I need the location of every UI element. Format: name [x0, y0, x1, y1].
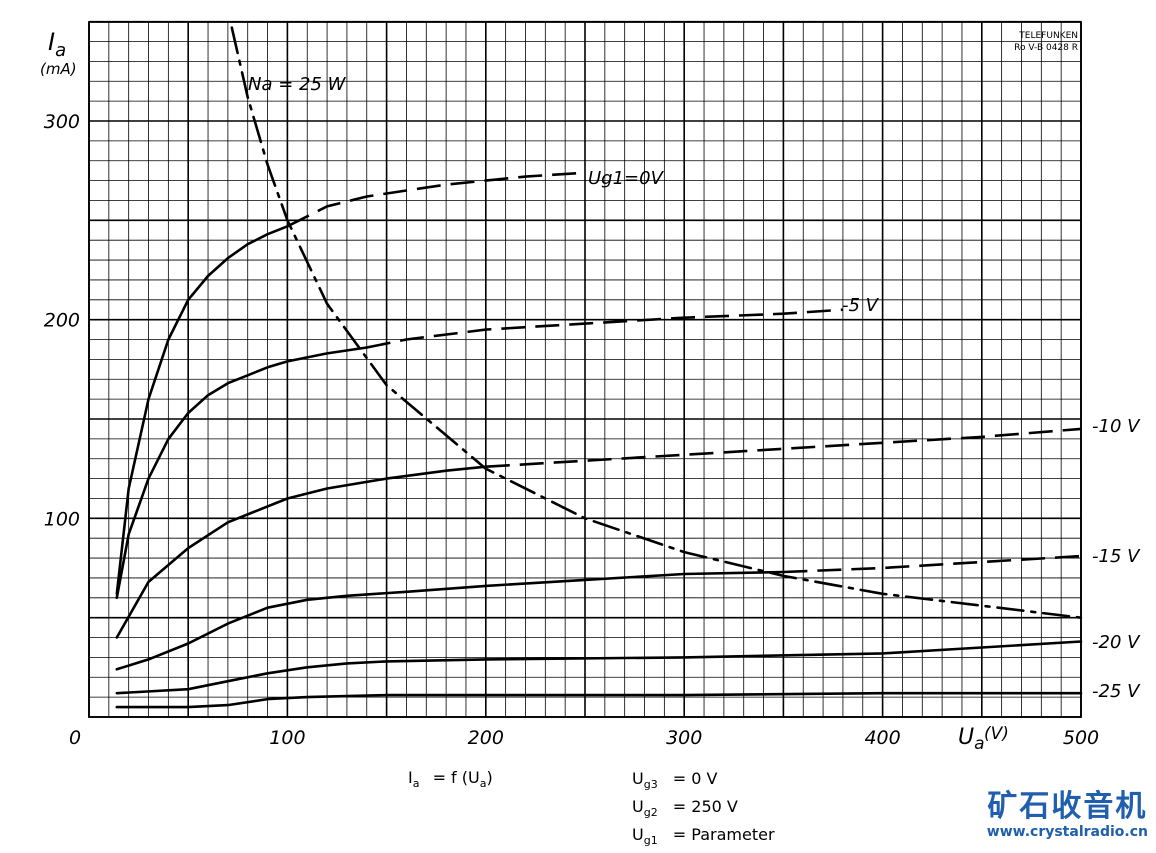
x-tick-label: 100: [269, 727, 305, 749]
tick-labels: 0 100 200 300 400 500 100 200 300: [44, 111, 1099, 749]
characteristic-chart: 0 100 200 300 400 500 100 200 300 Ug1=0V -5 V -10 …: [40, 20, 1141, 754]
curve-series-0: [115, 225, 289, 596]
series-label-4: -20 V: [1092, 632, 1141, 653]
formula: Ia = f (Ua): [408, 768, 493, 791]
x-tick-label: 400: [864, 727, 900, 749]
brand-logo: 矿石收音机 www.crystalradio.cn: [986, 789, 1148, 841]
x-tick-label: 500: [1063, 727, 1099, 749]
series-labels: Ug1=0V -5 V -10 V -15 V -20 V -25 V Na = 25 W: [248, 74, 1141, 702]
curve-series-5: [115, 691, 1083, 709]
y-tick-label: 200: [44, 310, 80, 332]
x-axis-unit: (V): [984, 724, 1009, 744]
param-g1: Ug1 = Parameter: [632, 825, 775, 848]
curve-series-3: [115, 570, 785, 671]
x-axis-label: Ua: [958, 725, 985, 754]
x-tick-label: 200: [468, 727, 504, 749]
curve-series-3-dashed: [783, 554, 1082, 574]
series-label-2: -10 V: [1092, 416, 1141, 437]
series-label-6: Na = 25 W: [248, 74, 347, 95]
x-tick-label: 0: [69, 727, 81, 749]
series-label-5: -25 V: [1092, 681, 1141, 702]
y-tick-label: 300: [44, 111, 80, 133]
series-label-3: -15 V: [1092, 546, 1141, 567]
series-label-1: -5 V: [842, 295, 880, 316]
curve-series-4: [115, 640, 1083, 695]
param-list: Ug3 = 0 V Ug2 = 250 V Ug1 = Parameter: [632, 768, 775, 853]
plot-frame: [88, 21, 1082, 718]
brand-url: www.crystalradio.cn: [986, 824, 1148, 840]
stamp-line-2: Ro V-B 0428 R: [1014, 43, 1078, 53]
curve-series-6: [230, 26, 1083, 619]
param-g3: Ug3 = 0 V: [632, 769, 718, 792]
curves: [115, 26, 1083, 709]
curve-series-0-dashed: [286, 171, 586, 228]
brand-name: 矿石收音机: [987, 789, 1148, 824]
y-tick-label: 100: [44, 508, 80, 530]
curve-series-2-dashed: [485, 427, 1082, 468]
param-g2: Ug2 = 250 V: [632, 797, 738, 820]
curve-series-1-dashed: [366, 308, 843, 349]
series-label-0: Ug1=0V: [588, 168, 665, 189]
y-axis-unit: (mA): [40, 60, 77, 78]
stamp-line-1: TELEFUNKEN: [1018, 31, 1078, 41]
y-axis-label: Ia: [48, 28, 66, 61]
curve-series-1: [115, 346, 369, 600]
grid-lines: [88, 20, 1082, 718]
curve-series-2: [115, 465, 488, 639]
x-tick-label: 300: [666, 727, 702, 749]
